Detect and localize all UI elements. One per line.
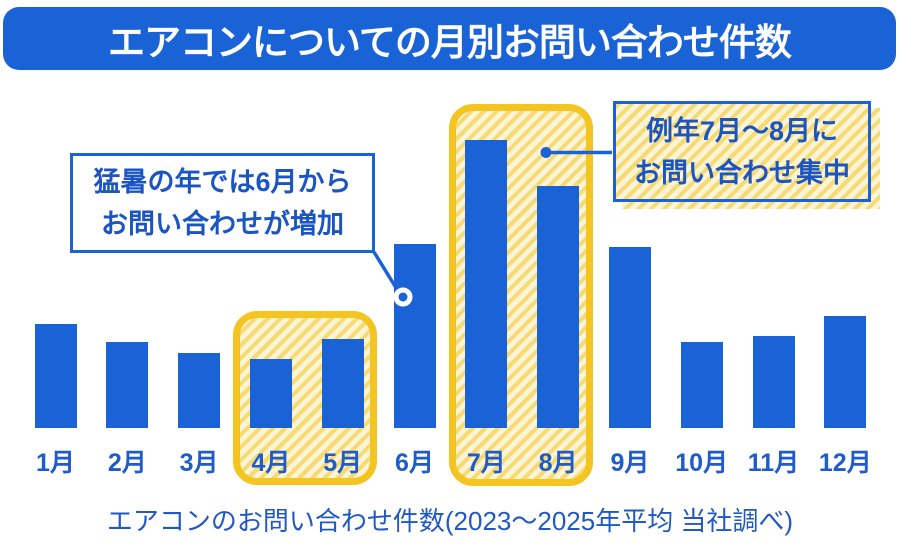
bar-5月 — [321, 339, 364, 428]
x-label-7月: 7月 — [466, 449, 506, 477]
x-label-9月: 9月 — [610, 449, 650, 477]
june-callout-text-line1: 猛暑の年では6月から — [93, 167, 352, 197]
summer-callout: 例年7月〜8月に お問い合わせ集中 — [613, 101, 871, 202]
summer-callout-text-line2: お問い合わせ集中 — [634, 157, 850, 188]
x-label-6月: 6月 — [395, 449, 434, 477]
bar-12月 — [824, 316, 867, 428]
x-label-10月: 10月 — [675, 449, 729, 477]
bar-2月 — [106, 342, 149, 428]
page-title: エアコンについての月別お問い合わせ件数 — [108, 21, 792, 63]
bar-4月 — [249, 359, 292, 428]
x-label-5月: 5月 — [323, 449, 363, 477]
summer-callout-text-line1: 例年7月〜8月に — [645, 115, 839, 146]
x-label-11月: 11月 — [747, 449, 800, 477]
bar-8月 — [537, 186, 580, 428]
x-label-1月: 1月 — [36, 449, 75, 477]
x-label-12月: 12月 — [818, 449, 872, 477]
bar-11月 — [752, 336, 795, 428]
june-callout: 猛暑の年では6月から お問い合わせが増加 — [70, 153, 375, 253]
bar-3月 — [178, 353, 221, 428]
june-callout-text-line2: お問い合わせが増加 — [101, 209, 344, 239]
source-caption: エアコンのお問い合わせ件数(2023〜2025年平均 当社調べ) — [106, 506, 794, 536]
x-label-4月: 4月 — [251, 449, 291, 477]
x-label-2月: 2月 — [107, 449, 147, 477]
bar-7月 — [465, 140, 508, 428]
bar-6月 — [393, 244, 436, 428]
bar-9月 — [608, 247, 651, 428]
x-label-8月: 8月 — [538, 449, 578, 477]
title-bar: エアコンについての月別お問い合わせ件数 — [3, 7, 896, 70]
x-label-3月: 3月 — [179, 449, 219, 477]
bar-1月 — [34, 324, 77, 428]
bar-10月 — [680, 342, 723, 428]
